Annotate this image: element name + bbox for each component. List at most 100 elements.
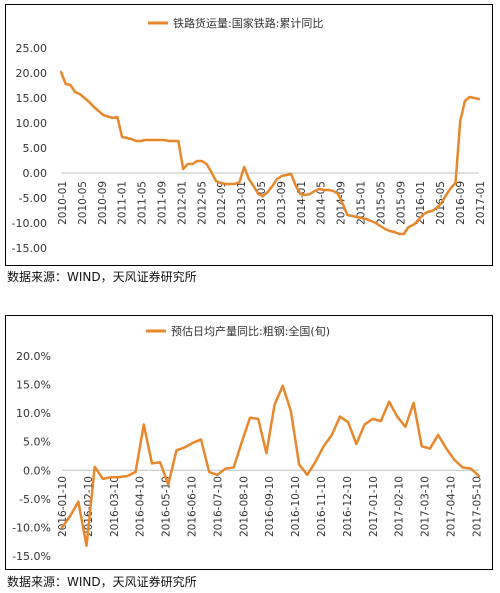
data-point: [356, 216, 358, 218]
data-point: [398, 233, 400, 235]
data-point: [453, 459, 456, 461]
data-point: [232, 466, 235, 469]
x-tick-label: 2011-05: [137, 181, 149, 225]
data-point: [468, 96, 471, 98]
data-point: [412, 402, 415, 404]
data-point: [431, 210, 433, 212]
data-point: [69, 515, 71, 517]
data-point: [168, 140, 170, 142]
x-tick-label: 2012-09: [216, 181, 228, 225]
data-point: [265, 452, 268, 454]
x-tick-label: 2016-11-10: [316, 476, 328, 537]
series-line: [60, 384, 481, 547]
data-point: [159, 461, 161, 464]
y-tick-label: 10.00: [16, 117, 48, 130]
x-tick-label: 2016-07-10: [212, 476, 224, 537]
data-point: [257, 418, 260, 420]
x-tick-label: 2016-08-10: [238, 476, 250, 537]
data-point: [257, 193, 260, 195]
x-tick-label: 2017-01: [475, 181, 487, 225]
x-tick-label: 2017-01-10: [368, 476, 380, 537]
data-point: [412, 224, 415, 226]
data-point: [341, 203, 344, 205]
data-point: [374, 222, 377, 224]
data-point: [85, 544, 88, 547]
data-point: [134, 471, 137, 473]
data-point: [337, 193, 339, 195]
data-point: [437, 434, 439, 436]
data-point: [280, 175, 283, 177]
legend: 铁路货运量:国家铁路:累计同比: [148, 16, 323, 30]
data-point: [163, 139, 166, 141]
data-point: [111, 117, 114, 119]
data-point: [393, 231, 396, 233]
data-point: [215, 180, 217, 182]
data-point: [266, 191, 269, 193]
data-point: [370, 220, 372, 222]
data-point: [323, 189, 325, 191]
data-point: [210, 171, 213, 173]
x-tick-label: 2013-05: [256, 181, 268, 225]
data-point: [318, 188, 321, 190]
data-point: [201, 160, 203, 162]
data-point: [77, 500, 80, 503]
data-point: [478, 475, 480, 477]
data-point: [216, 474, 219, 476]
data-point: [252, 185, 255, 187]
x-tick-label: 2010-05: [77, 181, 89, 225]
chart-panel-crude-steel-output: 预估日均产量同比:粗钢:全国(旬) 20.0% 15.0% 10.0% 5.0% 0.0%…: [5, 315, 493, 570]
data-point: [421, 214, 424, 216]
data-point: [191, 163, 194, 165]
data-point: [238, 181, 241, 183]
data-point: [417, 220, 419, 222]
data-point: [69, 84, 72, 86]
data-point: [83, 97, 86, 99]
data-point: [271, 185, 274, 187]
data-point: [331, 434, 333, 436]
data-point: [379, 225, 382, 227]
legend: 预估日均产量同比:粗钢:全国(旬): [146, 324, 330, 338]
data-point: [347, 421, 349, 424]
data-point: [177, 140, 180, 142]
y-tick-label: 20.00: [16, 67, 48, 80]
data-point: [420, 445, 423, 448]
data-point: [363, 423, 366, 426]
y-tick-label: -15.00: [12, 242, 47, 255]
data-point: [205, 163, 208, 165]
x-tick-label: 2016-10-10: [290, 476, 302, 537]
data-point: [388, 230, 391, 232]
data-point: [154, 139, 156, 141]
data-point: [192, 442, 194, 444]
data-point: [290, 173, 292, 175]
x-tick-label: 2014-05: [316, 181, 328, 225]
data-point: [151, 462, 153, 465]
data-point: [459, 120, 462, 122]
data-point: [93, 466, 96, 468]
data-point: [276, 178, 278, 180]
data-point: [290, 410, 292, 413]
legend-label: 铁路货运量:国家铁路:累计同比: [173, 16, 323, 30]
data-point: [313, 190, 316, 192]
data-point: [219, 182, 222, 184]
data-point: [365, 218, 368, 220]
x-tick-label: 2016-09: [455, 181, 467, 225]
data-point: [149, 139, 152, 141]
y-tick-label: -10.0%: [12, 521, 51, 534]
data-point: [172, 140, 175, 142]
y-tick-label: 15.0%: [16, 379, 51, 392]
source-note: 数据来源：WIND，天风证券研究所: [7, 575, 197, 589]
data-point: [314, 460, 317, 463]
y-tick-label: -15.0%: [12, 550, 51, 563]
data-point: [196, 160, 199, 162]
data-point: [243, 166, 245, 168]
data-point: [339, 415, 341, 418]
x-tick-label: 2017-02-10: [394, 476, 406, 537]
data-point: [142, 423, 145, 426]
data-point: [407, 226, 410, 228]
data-point: [396, 415, 399, 418]
data-point: [380, 420, 382, 422]
y-tick-label: -5.0%: [19, 493, 51, 506]
data-point: [445, 447, 448, 450]
data-point: [102, 114, 105, 116]
data-point: [249, 416, 251, 419]
